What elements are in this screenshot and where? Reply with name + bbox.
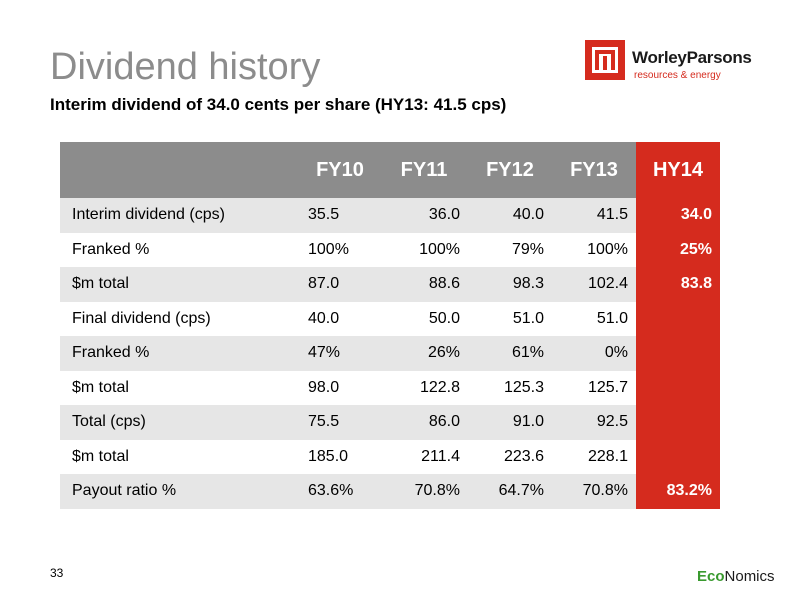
cell-fy12: 61% [468, 336, 552, 371]
cell-fy10: 47% [300, 336, 380, 371]
table-row: Total (cps) 75.5 86.0 91.0 92.5 [60, 405, 720, 440]
slide-subtitle: Interim dividend of 34.0 cents per share… [50, 95, 507, 114]
table-row: Interim dividend (cps) 35.5 36.0 40.0 41.5 34… [60, 198, 720, 233]
cell-fy13: 92.5 [552, 405, 636, 440]
cell-fy13: 0% [552, 336, 636, 371]
page-number: 33 [50, 566, 64, 580]
cell-fy11: 26% [380, 336, 468, 371]
cell-hy14: 83.8 [636, 267, 720, 302]
cell-fy11: 122.8 [419, 378, 460, 396]
row-label: Total (cps) [60, 405, 300, 440]
table-header-row: FY10 FY11 FY12 FY13 HY14 [60, 142, 720, 198]
header-fy11: FY11 [380, 142, 468, 198]
cell-fy10: 63.6% [300, 474, 380, 509]
table-row: $m total 185.0 211.4 223.6 228.1 [60, 439, 720, 474]
cell-fy10: 75.5 [300, 405, 380, 440]
cell-fy12: 91.0 [468, 405, 552, 440]
row-label: Interim dividend (cps) [60, 198, 300, 233]
worleyparsons-mark-icon [585, 40, 625, 80]
cell-hy14: 83.2% [636, 474, 720, 509]
row-label: Payout ratio % [60, 474, 300, 509]
cell-hy14: 34.0 [636, 198, 720, 233]
table-row: Payout ratio % 63.6% 70.8% 64.7% 70.8% 83.2% [60, 474, 720, 509]
cell-fy12: 40.0 [468, 198, 552, 233]
cell-fy12: 98.3 [468, 267, 552, 302]
cell-hy14: 25% [636, 232, 720, 267]
cell-fy11: 36.0 [380, 198, 468, 233]
cell-fy13: 51.0 [596, 309, 628, 327]
header-hy14: HY14 [636, 142, 720, 198]
cell-fy11: 211.4 [421, 447, 460, 465]
row-label: Final dividend (cps) [72, 309, 211, 327]
cell-fy11: 50.0 [428, 309, 460, 327]
row-label: Franked % [72, 240, 150, 258]
cell-fy12: 125.3 [503, 378, 544, 396]
cell-fy11: 100% [419, 240, 460, 258]
economics-logo: EcoNomics [697, 568, 775, 585]
slide-title: Dividend history [50, 46, 321, 88]
cell-hy14 [636, 405, 720, 440]
cell-fy13: 41.5 [552, 198, 636, 233]
cell-fy10: 100% [308, 240, 349, 258]
cell-fy10: 35.5 [300, 198, 380, 233]
cell-hy14 [636, 301, 720, 336]
worleyparsons-logo: WorleyParsons resources & energy [585, 40, 775, 86]
economics-logo-part2: Nomics [724, 568, 775, 585]
cell-fy10: 87.0 [300, 267, 380, 302]
cell-fy12: 51.0 [512, 309, 544, 327]
cell-fy11: 70.8% [380, 474, 468, 509]
table-row: Franked % 47% 26% 61% 0% [60, 336, 720, 371]
cell-fy13: 102.4 [552, 267, 636, 302]
cell-fy12: 79% [511, 240, 544, 258]
table-row: $m total 98.0 122.8 125.3 125.7 [60, 370, 720, 405]
cell-fy10: 40.0 [308, 309, 340, 327]
table-row: $m total 87.0 88.6 98.3 102.4 83.8 [60, 267, 720, 302]
cell-hy14 [636, 439, 720, 474]
table-row: Franked % 100% 100% 79% 100% 25% [60, 232, 720, 267]
cell-fy13: 70.8% [552, 474, 636, 509]
cell-fy10: 98.0 [308, 378, 340, 396]
cell-fy13: 228.1 [587, 447, 628, 465]
logo-tagline: resources & energy [634, 70, 721, 81]
header-fy10: FY10 [300, 142, 380, 198]
cell-hy14 [636, 336, 720, 371]
cell-hy14 [636, 370, 720, 405]
header-fy12: FY12 [468, 142, 552, 198]
header-fy13: FY13 [552, 142, 636, 198]
row-label: $m total [72, 378, 129, 396]
row-label: $m total [60, 267, 300, 302]
cell-fy13: 125.7 [587, 378, 628, 396]
cell-fy11: 86.0 [380, 405, 468, 440]
header-label-cell [60, 142, 300, 198]
cell-fy11: 88.6 [380, 267, 468, 302]
cell-fy10: 185.0 [308, 447, 349, 465]
cell-fy12: 64.7% [468, 474, 552, 509]
economics-logo-part1: Eco [697, 568, 725, 585]
cell-fy13: 100% [587, 240, 628, 258]
row-label: $m total [72, 447, 129, 465]
logo-brand-name: WorleyParsons [632, 48, 752, 67]
cell-fy12: 223.6 [503, 447, 544, 465]
dividend-table: FY10 FY11 FY12 FY13 HY14 Interim dividen… [60, 142, 720, 509]
table-row: Final dividend (cps) 40.0 50.0 51.0 51.0 [60, 301, 720, 336]
row-label: Franked % [60, 336, 300, 371]
